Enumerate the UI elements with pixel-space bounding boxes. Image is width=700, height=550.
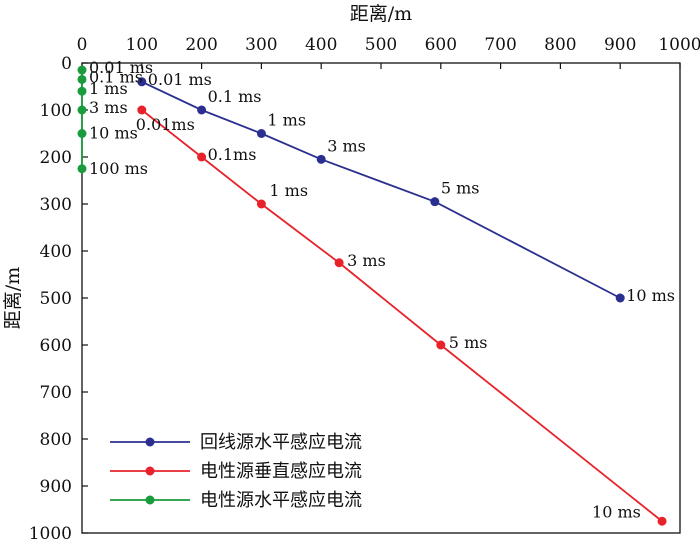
x-axis-title: 距离/m <box>350 3 412 25</box>
data-label: 100 ms <box>89 159 148 178</box>
data-point <box>77 65 87 75</box>
y-tick-label: 500 <box>40 289 72 309</box>
legend-marker <box>145 495 155 505</box>
series-2 <box>137 105 667 526</box>
data-label: 3 ms <box>327 136 366 155</box>
data-point <box>77 164 87 174</box>
data-label: 0.01 ms <box>89 58 153 77</box>
x-tick-label: 700 <box>484 35 516 55</box>
y-tick-label: 700 <box>40 383 72 403</box>
x-tick-label: 1000 <box>658 35 700 55</box>
legend-label: 回线源水平感应电流 <box>200 432 362 453</box>
legend-entry: 电性源水平感应电流 <box>110 490 362 511</box>
y-tick-label: 200 <box>40 148 72 168</box>
series-line <box>141 109 663 522</box>
legend-label: 电性源垂直感应电流 <box>200 461 362 482</box>
legend-marker <box>145 466 155 476</box>
x-tick-label: 300 <box>245 35 277 55</box>
data-point <box>256 129 266 138</box>
data-label: 3 ms <box>89 98 128 117</box>
data-point <box>137 105 147 115</box>
data-label: 1 ms <box>89 79 128 98</box>
y-tick-label: 100 <box>40 101 72 121</box>
data-point <box>256 199 266 209</box>
x-tick-label: 400 <box>305 35 337 55</box>
y-tick-label: 300 <box>40 195 72 215</box>
y-tick-label: 800 <box>40 430 72 450</box>
data-label: 0.1 ms <box>89 67 143 86</box>
legend-marker <box>145 437 155 447</box>
data-label: 3 ms <box>347 251 386 270</box>
data-label: 1 ms <box>267 111 306 130</box>
series-line <box>141 80 621 299</box>
data-point <box>430 197 440 207</box>
data-point <box>657 516 667 526</box>
data-point <box>77 105 87 115</box>
data-label: 10 ms <box>592 502 641 521</box>
axes: 0 100 200 300 400 500 600 700 800 900 1000 0 100 200 3… <box>2 3 700 544</box>
series-1 <box>137 77 625 303</box>
series-layer <box>77 65 667 526</box>
data-point <box>77 74 87 84</box>
legend-label: 电性源水平感应电流 <box>200 490 362 511</box>
data-point <box>197 105 207 115</box>
y-tick-label: 1000 <box>29 524 72 544</box>
data-label: 0.1ms <box>208 145 257 164</box>
data-point <box>77 129 87 138</box>
data-point <box>334 258 344 268</box>
x-tick-label: 800 <box>544 35 576 55</box>
data-label: 5 ms <box>441 179 480 198</box>
legend-entry: 电性源垂直感应电流 <box>110 461 362 482</box>
data-label: 10 ms <box>626 286 675 305</box>
data-label: 10 ms <box>89 124 138 143</box>
series-3 <box>77 65 87 174</box>
data-label: 1 ms <box>269 181 308 200</box>
data-point <box>137 77 147 87</box>
data-point <box>436 340 446 350</box>
y-axis-title: 距离/m <box>2 267 24 329</box>
data-point <box>77 86 87 96</box>
data-label: 5 ms <box>449 333 488 352</box>
y-tick-label: 600 <box>40 336 72 356</box>
x-tick-label: 100 <box>126 35 158 55</box>
y-tick-label: 900 <box>40 477 72 497</box>
x-tick-label: 600 <box>425 35 457 55</box>
legend-entry: 回线源水平感应电流 <box>110 432 362 453</box>
y-tick-label: 400 <box>40 242 72 262</box>
y-tick-label: 0 <box>61 54 72 74</box>
x-tick-label: 500 <box>365 35 397 55</box>
data-point <box>316 154 326 164</box>
x-tick-label: 900 <box>604 35 636 55</box>
data-point <box>197 152 207 162</box>
data-label: 0.01 ms <box>148 70 212 89</box>
x-tick-label: 0 <box>77 35 88 55</box>
x-tick-label: 200 <box>185 35 217 55</box>
data-label: 0.1 ms <box>208 87 262 106</box>
data-label: 0.01ms <box>136 115 195 134</box>
data-point <box>615 293 625 303</box>
